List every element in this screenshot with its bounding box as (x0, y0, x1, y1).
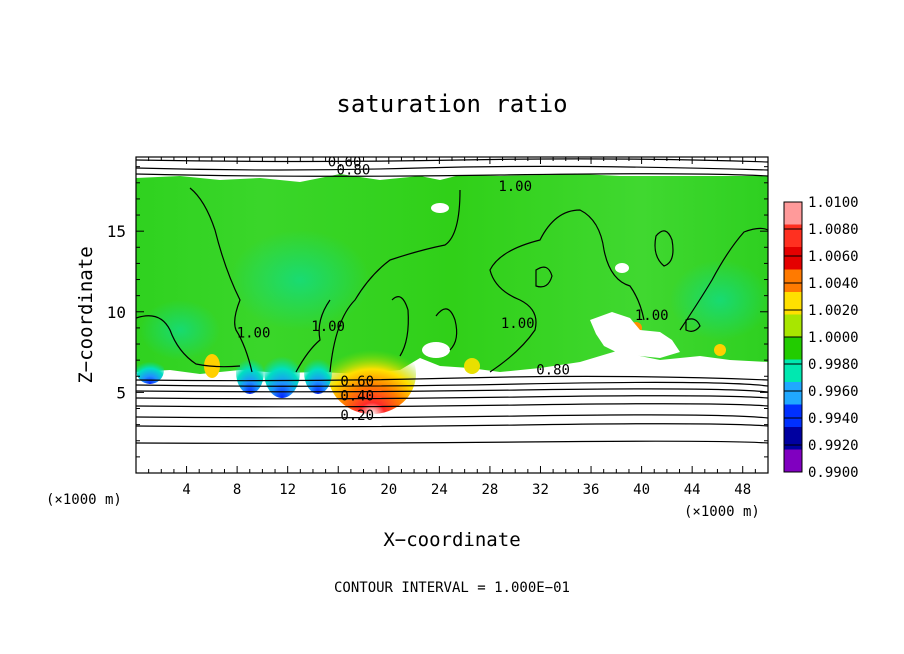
colorbar-swatch (784, 269, 802, 293)
colorbar-label: 1.0000 (808, 330, 859, 346)
colorbar-label: 1.0020 (808, 303, 859, 319)
colorbar-label: 1.0100 (808, 195, 859, 211)
subsaturation-patch (136, 356, 164, 384)
colorbar-swatch (784, 202, 802, 225)
chart-title: saturation ratio (336, 90, 567, 118)
x-tick-label: 24 (431, 482, 448, 498)
contour-label: 0.80 (536, 363, 570, 379)
contour-label: 1.00 (635, 308, 669, 324)
contour-lines (136, 158, 768, 444)
contour-label: 0.60 (340, 374, 374, 390)
contour-interval-note: CONTOUR INTERVAL = 1.000E−01 (334, 580, 570, 596)
cloud-hole (422, 342, 450, 358)
x-tick-label: 36 (583, 482, 600, 498)
x-tick-label: 12 (279, 482, 296, 498)
contour-label: 1.00 (237, 326, 271, 342)
colorbar-label: 1.0060 (808, 249, 859, 265)
cloud-hole (590, 312, 680, 358)
y-axis: 5 10 15 (107, 166, 768, 458)
contour-label: 1.00 (498, 179, 532, 195)
x-tick-label: 28 (481, 482, 498, 498)
x-tick-label: 44 (684, 482, 701, 498)
colorbar-swatch (784, 314, 802, 338)
y-tick-label: 5 (116, 383, 126, 402)
y-tick-label: 10 (107, 303, 126, 322)
x-tick-label: 8 (233, 482, 241, 498)
contour-label: 1.00 (501, 316, 535, 332)
x-tick-label: 16 (330, 482, 347, 498)
colorbar-swatch (784, 449, 802, 473)
x-tick-label: 20 (380, 482, 397, 498)
colorbar-label: 1.0040 (808, 276, 859, 292)
colorbar-label: 0.9900 (808, 465, 859, 481)
warm-patch (464, 358, 480, 374)
cloud-hole (431, 203, 449, 213)
x-axis-unit-left: (×1000 m) (46, 492, 122, 508)
contour-label: 0.40 (340, 388, 374, 404)
x-tick-label: 32 (532, 482, 549, 498)
x-axis-label: X−coordinate (383, 529, 520, 551)
colorbar-label: 0.9940 (808, 411, 859, 427)
contour-label: 0.60 (328, 155, 362, 171)
cyan-patch (140, 300, 220, 360)
supersaturation-max (328, 334, 416, 414)
subsaturation-patch (264, 346, 300, 398)
x-tick-label: 40 (633, 482, 650, 498)
y-axis-label: Z−coordinate (75, 246, 97, 383)
colorbar-swatch (784, 427, 802, 450)
contour-label: 0.20 (340, 408, 374, 424)
colorbar: 1.0100 1.0080 1.0060 1.0040 1.0020 1.0000 0.99… (783, 195, 859, 481)
y-tick-label: 15 (107, 222, 126, 241)
colorbar-label: 0.9980 (808, 357, 859, 373)
contour-label: 0.80 (337, 163, 371, 179)
colorbar-swatch (784, 247, 802, 270)
subsaturation-patch (304, 350, 332, 394)
colorbar-swatch (784, 359, 802, 383)
x-axis-unit-right: (×1000 m) (684, 504, 760, 520)
x-axis: 4 8 12 16 20 24 28 32 36 40 44 48 (148, 157, 756, 498)
warm-patch (714, 344, 726, 356)
plot-area: 0.600.801.001.00 1.00 1.001.000.800.600.40… (136, 155, 768, 473)
contour-labels: 0.600.801.001.00 1.00 1.001.000.800.600.40… (237, 155, 669, 424)
colorbar-label: 1.0080 (808, 222, 859, 238)
colorbar-swatch (784, 404, 802, 428)
colorbar-swatch (784, 337, 802, 360)
cyan-patch (230, 230, 370, 330)
colorbar-swatch (784, 292, 802, 315)
x-tick-label: 4 (182, 482, 190, 498)
colorbar-swatch (784, 224, 802, 248)
subsaturation-patch (236, 350, 264, 394)
cloud-hole (615, 263, 629, 273)
cyan-patch (670, 260, 768, 340)
contour-label: 1.00 (311, 319, 345, 335)
x-tick-label: 48 (734, 482, 751, 498)
colorbar-label: 0.9920 (808, 438, 859, 454)
colorbar-swatch (784, 382, 802, 405)
colorbar-label: 0.9960 (808, 384, 859, 400)
